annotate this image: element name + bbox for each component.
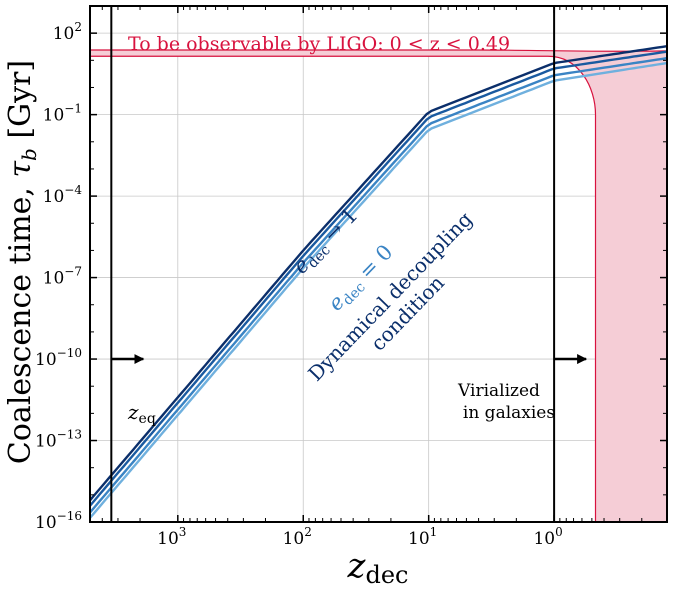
axis-ticks: 102 10−1 10−4 10−7 10−10 10−13 10−16 103 102 101 1… <box>35 5 667 549</box>
series-line-4 <box>90 61 667 519</box>
series-line-3 <box>90 56 667 514</box>
y-tick-label: 10−16 <box>35 509 82 533</box>
y-axis-title-tau-sub: b <box>17 148 41 161</box>
zeq-subscript: eq <box>139 411 156 427</box>
y-axis-title-unit: [Gyr] <box>3 60 38 148</box>
ligo-region-fill <box>90 49 667 522</box>
x-tick-label: 100 <box>533 525 562 549</box>
x-tick-label: 101 <box>408 525 437 549</box>
y-axis-title-tau: τ <box>3 161 38 178</box>
virialized-line-2: in galaxies <box>463 403 555 423</box>
y-tick-label: 10−7 <box>43 265 82 289</box>
y-axis-title: Coalescence time, τb [Gyr] <box>3 60 41 464</box>
series-layer <box>90 45 667 519</box>
virialized-line-1: Virialized <box>457 381 540 401</box>
y-axis-title-main: Coalescence time, <box>3 178 38 465</box>
zeq-label: zeq <box>127 400 156 427</box>
ligo-lower-boundary <box>90 55 597 522</box>
x-tick-label: 103 <box>157 525 186 549</box>
zeq-symbol: z <box>127 400 139 424</box>
ligo-label: To be observable by LIGO: 0 < z < 0.49 <box>128 33 510 55</box>
x-axis-title-subscript: dec <box>365 561 408 589</box>
plot-frame <box>89 5 668 523</box>
x-tick-label: 102 <box>283 525 312 549</box>
ligo-region-layer <box>90 49 667 522</box>
x-axis-title: zdec <box>347 546 409 589</box>
y-tick-label: 102 <box>53 20 82 44</box>
x-axis-title-symbol: z <box>347 546 367 586</box>
vertical-lines <box>110 6 588 522</box>
series-line-2 <box>90 50 667 507</box>
series-line-1 <box>90 45 667 502</box>
y-tick-label: 10−10 <box>35 346 82 370</box>
y-tick-label: 10−1 <box>43 102 82 126</box>
y-tick-label: 10−4 <box>43 183 83 207</box>
y-tick-label: 10−13 <box>35 428 82 452</box>
